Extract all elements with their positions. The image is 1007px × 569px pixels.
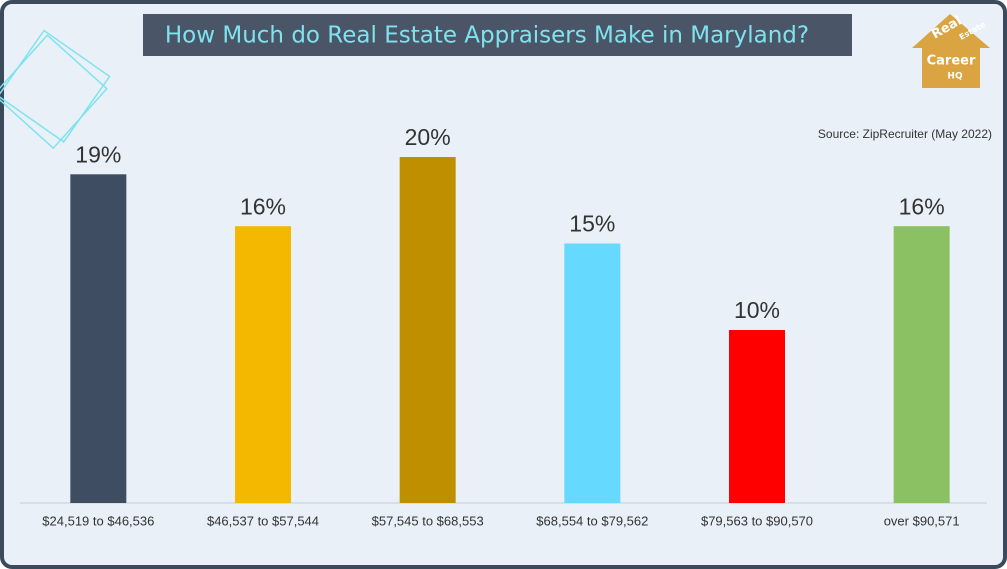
x-tick-label: over $90,571	[884, 513, 960, 528]
x-tick-label: $79,563 to $90,570	[701, 513, 813, 528]
bar	[70, 174, 127, 504]
value-label: 15%	[569, 211, 615, 237]
x-tick-label: $46,537 to $57,544	[207, 513, 319, 528]
logo-text: Career	[927, 54, 976, 69]
x-tick-label: $68,554 to $79,562	[536, 513, 648, 528]
decoration	[0, 29, 111, 150]
value-label: 10%	[734, 297, 780, 323]
title-box	[143, 14, 852, 56]
logo-text: HQ	[947, 72, 963, 82]
x-tick-label: $24,519 to $46,536	[42, 513, 154, 528]
logo: Real Estate Career HQ	[912, 13, 990, 88]
bar	[564, 243, 621, 503]
value-label: 19%	[75, 141, 121, 167]
value-label: 20%	[405, 124, 451, 150]
bar	[235, 226, 291, 503]
bar	[893, 226, 950, 503]
source: Source: ZipRecruiter (May 2022)	[818, 127, 992, 141]
chart-title: How Much do Real Estate Appraisers Make …	[165, 23, 809, 49]
x-tick-label: $57,545 to $68,553	[372, 513, 484, 528]
value-label: 16%	[240, 193, 286, 219]
bar	[729, 330, 785, 503]
bar	[399, 157, 456, 503]
value-label: 16%	[899, 193, 945, 219]
